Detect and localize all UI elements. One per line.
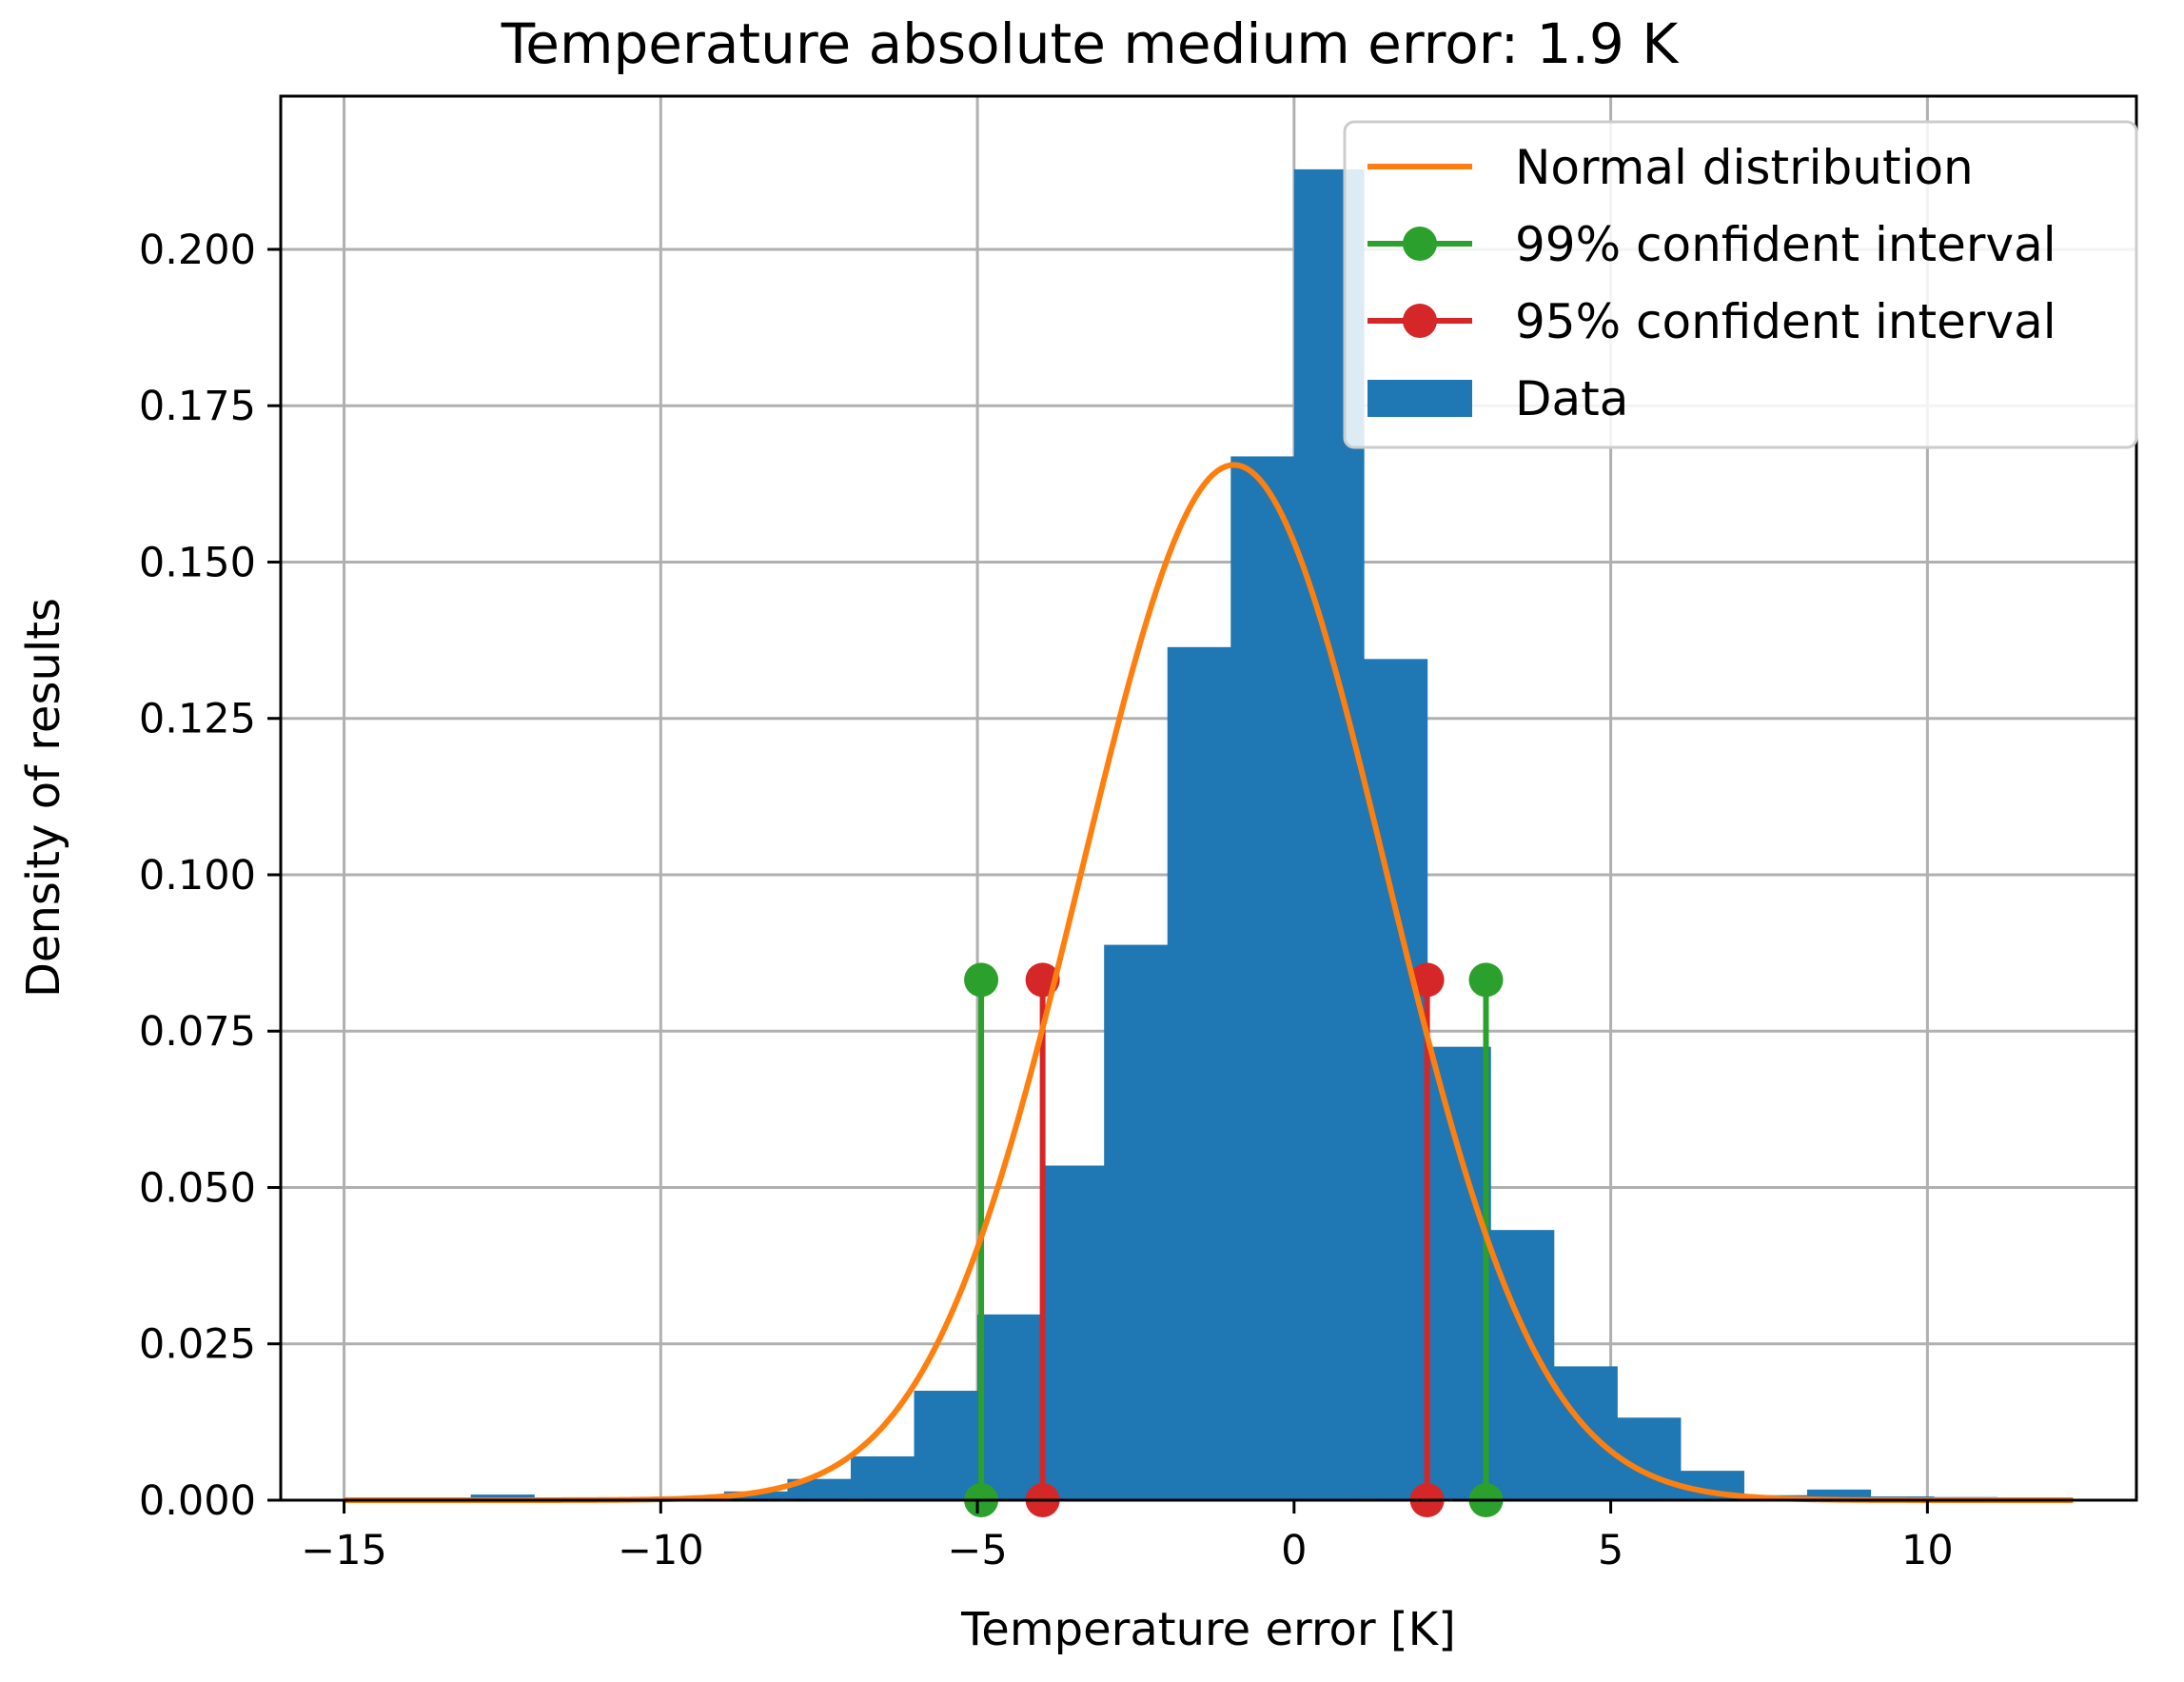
interval-marker-top-95 [1409,962,1445,998]
histogram-bar [1040,1165,1105,1500]
y-tick-label: 0.050 [139,1164,256,1212]
x-tick-label: 5 [1598,1527,1623,1574]
y-tick-label: 0.025 [139,1321,256,1369]
legend: Normal distribution 99% confident interv… [1343,120,2138,449]
x-tick-label: 0 [1281,1527,1307,1574]
x-tick-label: −10 [618,1527,704,1574]
y-axis-label: Density of results [17,598,70,998]
histogram-bar [1167,646,1231,1500]
legend-box [1343,120,2138,449]
histogram-bar [914,1391,978,1500]
histogram-bar [977,1314,1042,1500]
histogram-bar [1617,1417,1682,1500]
y-axis-ticks: 0.000 0.025 0.050 0.075 0.100 0.125 0.150 0.175… [139,227,281,1525]
y-tick-label: 0.175 [139,383,256,430]
histogram-bar [850,1456,915,1500]
legend-label-95: 95% confident interval [1515,294,2056,349]
histogram-bar [1104,944,1169,1500]
x-axis-ticks: −15 −10 −5 0 5 10 [301,1500,1954,1574]
legend-label-data: Data [1515,371,1628,426]
y-tick-label: 0.125 [139,696,256,743]
legend-marker-99 [1403,227,1437,261]
x-tick-label: −5 [947,1527,1007,1574]
interval-marker-top-99 [964,962,999,998]
interval-marker-top-99 [1468,962,1504,998]
plot-frame [279,94,2138,1502]
y-tick-label: 0.150 [139,539,256,586]
histogram-bar [723,1491,789,1500]
y-tick-label: 0.075 [139,1008,256,1056]
histogram-bar [1230,456,1295,1501]
chart-title: Temperature absolute medium error: 1.9 K [501,11,1680,76]
histogram-bars [344,168,2061,1501]
legend-label-normal: Normal distribution [1515,140,1974,195]
legend-label-99: 99% confident interval [1515,217,2056,272]
x-tick-label: 10 [1901,1527,1954,1574]
legend-marker-95 [1403,304,1437,338]
y-tick-label: 0.200 [139,227,256,274]
legend-swatch-data [1367,380,1472,417]
histogram-bar [1806,1489,1872,1500]
y-tick-label: 0.100 [139,852,256,900]
histogram-bar [1426,1046,1491,1500]
histogram-bar [1553,1366,1618,1500]
histogram-bar [787,1478,852,1500]
x-axis-label: Temperature error [K] [960,1603,1456,1656]
histogram-bar [1364,659,1428,1500]
y-tick-label: 0.000 [139,1477,256,1525]
x-tick-label: −15 [301,1527,387,1574]
